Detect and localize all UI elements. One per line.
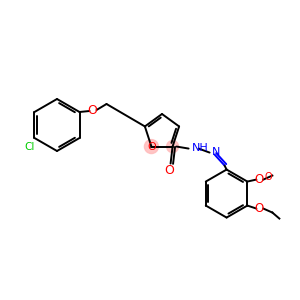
Text: O: O (255, 173, 264, 186)
Text: O: O (255, 202, 264, 215)
Text: O: O (264, 172, 272, 182)
Text: N: N (212, 147, 220, 157)
Text: O: O (165, 164, 175, 177)
Text: NH: NH (192, 142, 208, 153)
Text: O: O (88, 104, 98, 118)
Circle shape (167, 141, 178, 153)
Text: O: O (147, 142, 156, 152)
Circle shape (144, 140, 158, 154)
Text: Cl: Cl (24, 142, 35, 152)
